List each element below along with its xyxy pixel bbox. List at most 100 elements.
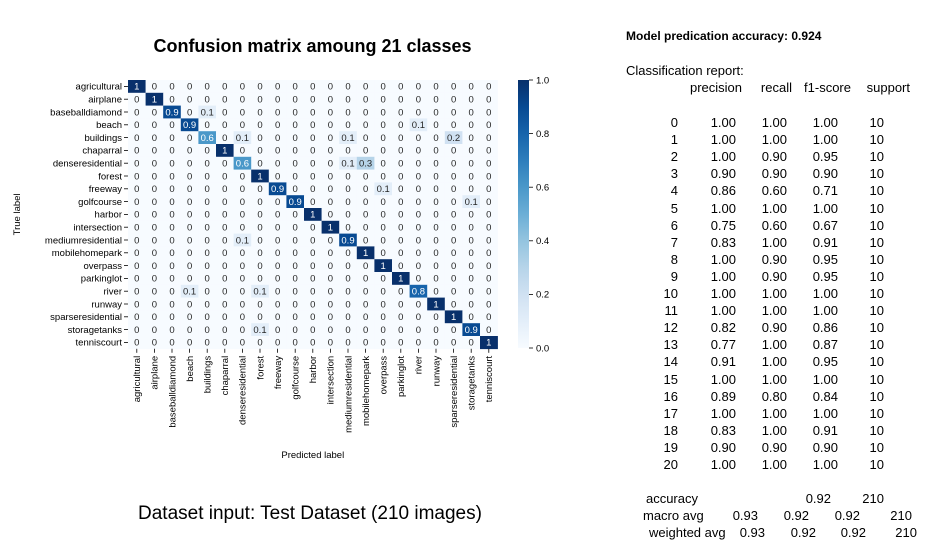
cell-value-label: 0 <box>345 312 350 323</box>
heatmap-cell <box>304 284 322 298</box>
heatmap-cell <box>268 233 287 247</box>
report-class-id: 4 <box>670 183 678 199</box>
heatmap-cell <box>286 259 305 273</box>
report-metric-value: 1.00 <box>812 303 838 319</box>
heatmap-cell <box>286 156 305 170</box>
heatmap-cell <box>233 195 252 209</box>
heatmap-cell <box>374 182 393 196</box>
cell-value-label: 0 <box>416 299 421 310</box>
heatmap-cell <box>145 80 164 94</box>
cell-value-label: 0 <box>328 312 333 323</box>
heatmap-cell <box>304 195 322 209</box>
heatmap-cell <box>339 233 358 247</box>
x-tick-label: denseresidential <box>238 356 249 425</box>
cell-value-label: 0 <box>469 261 474 272</box>
report-metric-value: 10 <box>869 115 884 130</box>
heatmap-cell <box>374 220 393 234</box>
cell-value-label: 0 <box>469 235 474 246</box>
cell-value-label: 0 <box>381 146 386 157</box>
report-metric-value: 0.90 <box>761 268 787 284</box>
cell-value-label: 0 <box>451 184 456 195</box>
cell-value-label: 0 <box>257 82 262 93</box>
cell-value-label: 0 <box>433 159 438 170</box>
heatmap-cell <box>374 195 393 209</box>
heatmap-cell <box>163 259 182 273</box>
heatmap-cell <box>304 156 322 170</box>
heatmap-cell <box>233 259 252 273</box>
cell-value-label: 0 <box>310 338 315 349</box>
cell-value-label: 0 <box>205 159 210 170</box>
heatmap-cell <box>163 310 182 324</box>
report-metric-value: 1.00 <box>812 405 838 421</box>
cell-value-label: 0 <box>363 299 368 310</box>
cell-value-label: 0 <box>240 248 245 259</box>
cell-value-label: 0 <box>222 261 227 272</box>
report-metric-value: 1.00 <box>761 132 787 148</box>
heatmap-cell <box>304 297 322 311</box>
heatmap-cell <box>480 195 498 209</box>
cell-value-label: 0 <box>205 287 210 298</box>
cell-value-label: 0 <box>169 235 174 246</box>
heatmap-cell <box>427 220 446 234</box>
report-summary-value: 0.93 <box>739 525 765 540</box>
heatmap-cell <box>216 220 234 234</box>
heatmap-cell <box>427 118 446 132</box>
cell-value-label: 0 <box>328 82 333 93</box>
cell-value-label: 0 <box>310 120 315 131</box>
cell-value-label: 0 <box>451 248 456 259</box>
cell-value-label: 0 <box>222 210 227 221</box>
cell-value-label: 0 <box>240 312 245 323</box>
cell-value-label: 0 <box>381 312 386 323</box>
report-class-id: 17 <box>663 405 678 421</box>
heatmap-cell <box>233 118 252 132</box>
cell-value-label: 0 <box>257 107 262 118</box>
cell-value-label: 0 <box>469 159 474 170</box>
cell-value-label: 0 <box>169 95 174 106</box>
report-metric-value: 0.67 <box>812 217 838 233</box>
heatmap-cell <box>480 208 498 222</box>
cell-value-label: 0 <box>169 146 174 157</box>
cell-value-label: 0 <box>451 146 456 157</box>
report-metric-value: 0.90 <box>710 439 736 455</box>
heatmap-cell <box>251 92 270 106</box>
heatmap-cell <box>304 272 322 286</box>
cell-value-label: 0 <box>451 223 456 234</box>
heatmap-cell <box>180 195 199 209</box>
cell-value-label: 0 <box>169 312 174 323</box>
heatmap-cell <box>268 144 287 158</box>
cell-value-label: 0 <box>257 197 262 208</box>
y-tick-label: runway <box>91 299 122 310</box>
model-accuracy-text: Model predication accuracy: 0.924 <box>626 29 822 43</box>
heatmap-cell <box>180 272 199 286</box>
heatmap-cell <box>427 105 446 119</box>
cell-value-label: 0 <box>187 210 192 221</box>
cell-value-label: 0 <box>486 299 491 310</box>
cell-value-label: 0 <box>134 120 139 131</box>
report-metric-value: 1.00 <box>812 286 838 301</box>
cell-value-label: 0 <box>451 325 456 336</box>
report-metric-value: 10 <box>869 303 884 319</box>
cell-value-label: 0 <box>381 223 386 234</box>
heatmap-cell <box>286 169 305 183</box>
heatmap-cell <box>339 208 358 222</box>
report-metric-value: 10 <box>869 149 884 165</box>
report-metric-value: 10 <box>869 320 884 336</box>
heatmap-cell <box>374 310 393 324</box>
heatmap-cell <box>216 105 234 119</box>
cell-value-label: 0 <box>205 171 210 182</box>
heatmap-cell <box>321 92 340 106</box>
heatmap-cell <box>462 131 481 145</box>
cell-value-label: 0 <box>275 95 280 106</box>
cell-value-label: 0 <box>169 133 174 144</box>
heatmap-cell <box>409 182 428 196</box>
cell-value-label: 0 <box>381 95 386 106</box>
heatmap-cell <box>268 246 287 260</box>
cell-value-label: 0 <box>293 82 298 93</box>
cell-value-label: 0 <box>205 146 210 157</box>
heatmap-cell <box>409 105 428 119</box>
cell-value-label: 0 <box>381 133 386 144</box>
heatmap-cell <box>286 233 305 247</box>
heatmap-cell <box>216 297 234 311</box>
heatmap-cell <box>427 182 446 196</box>
heatmap-cell <box>392 259 410 273</box>
